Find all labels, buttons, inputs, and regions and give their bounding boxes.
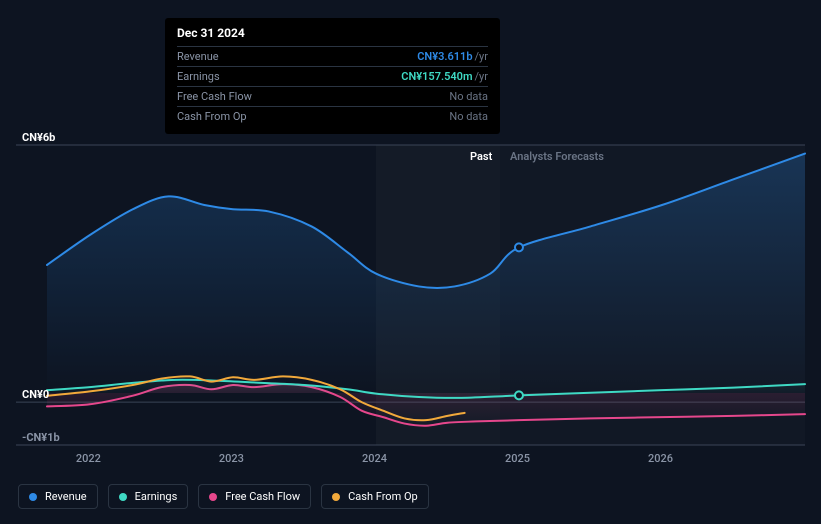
tooltip-row-value: CN¥157.540m/yr: [401, 70, 488, 83]
legend-item-label: Cash From Op: [348, 490, 418, 503]
chart-container: Dec 31 2024 Revenue CN¥3.611b/yr Earnings C…: [0, 0, 821, 524]
legend-item-label: Free Cash Flow: [225, 490, 300, 503]
period-label-forecast: Analysts Forecasts: [510, 150, 604, 163]
tooltip-row-label: Revenue: [177, 50, 219, 63]
x-axis-tick: 2024: [362, 452, 387, 465]
period-label-past: Past: [470, 150, 492, 163]
y-axis-tick: CN¥0: [22, 388, 49, 401]
legend-dot-icon: [209, 493, 217, 501]
legend-item-cfo[interactable]: Cash From Op: [321, 484, 429, 509]
y-axis-tick: -CN¥1b: [22, 431, 60, 444]
tooltip-row-label: Earnings: [177, 70, 220, 83]
tooltip-row: Earnings CN¥157.540m/yr: [177, 66, 488, 86]
tooltip-row: Revenue CN¥3.611b/yr: [177, 46, 488, 66]
tooltip-row-value: No data: [449, 90, 488, 103]
legend-item-fcf[interactable]: Free Cash Flow: [198, 484, 311, 509]
tooltip-row-label: Free Cash Flow: [177, 90, 252, 103]
tooltip-row-value: No data: [449, 110, 488, 123]
tooltip-row: Cash From Op No data: [177, 106, 488, 126]
legend-item-label: Revenue: [45, 490, 87, 503]
legend-item-revenue[interactable]: Revenue: [18, 484, 98, 509]
chart-legend: Revenue Earnings Free Cash Flow Cash From O…: [18, 484, 429, 509]
x-axis-tick: 2023: [219, 452, 244, 465]
tooltip-rows: Revenue CN¥3.611b/yr Earnings CN¥157.540m/y…: [177, 46, 488, 126]
data-tooltip: Dec 31 2024 Revenue CN¥3.611b/yr Earnings C…: [165, 18, 500, 134]
tooltip-row-value: CN¥3.611b/yr: [417, 50, 488, 63]
x-axis-tick: 2025: [505, 452, 530, 465]
legend-dot-icon: [119, 493, 127, 501]
x-axis-tick: 2026: [648, 452, 673, 465]
legend-dot-icon: [29, 493, 37, 501]
tooltip-date: Dec 31 2024: [177, 26, 488, 40]
legend-dot-icon: [332, 493, 340, 501]
y-axis-tick: CN¥6b: [22, 131, 55, 144]
tooltip-row-label: Cash From Op: [177, 110, 247, 123]
legend-item-earnings[interactable]: Earnings: [108, 484, 189, 509]
tooltip-row: Free Cash Flow No data: [177, 86, 488, 106]
legend-item-label: Earnings: [135, 490, 178, 503]
x-axis-tick: 2022: [76, 452, 101, 465]
